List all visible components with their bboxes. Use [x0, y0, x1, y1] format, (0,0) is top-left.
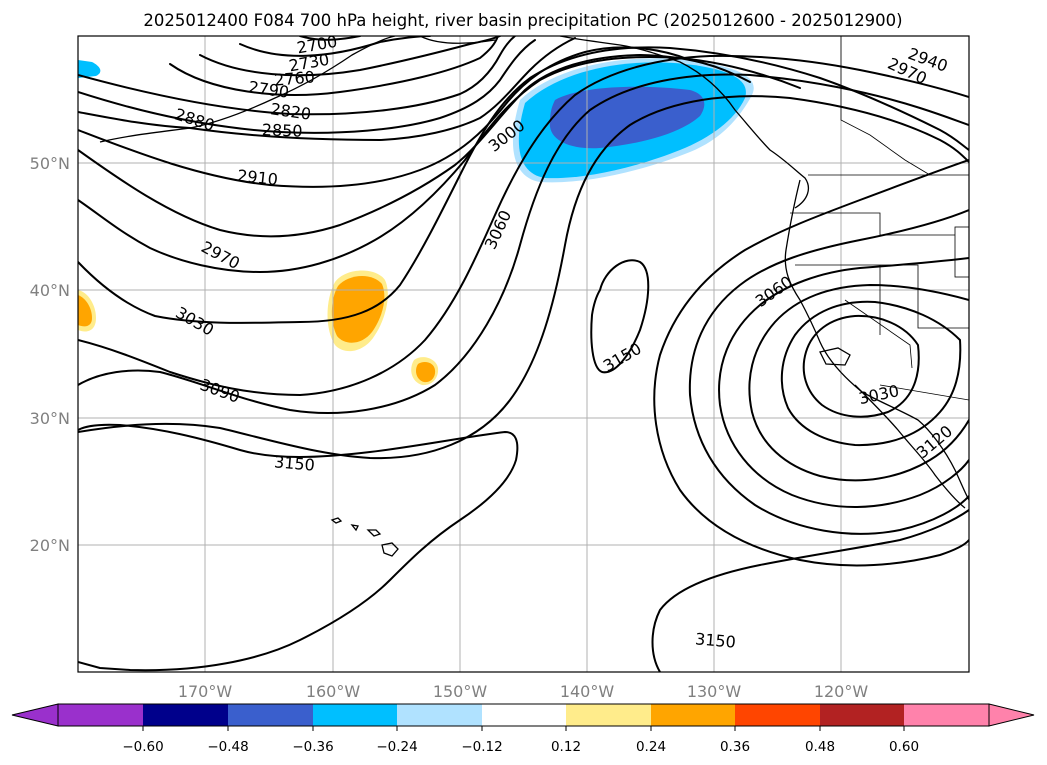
cb-label-10: 0.60 — [889, 739, 919, 755]
colorbar-extend-left — [11, 703, 59, 727]
colorbar-bin-4 — [313, 704, 397, 726]
cb-label-8: 0.36 — [720, 739, 750, 755]
shade-negative-topleft — [78, 60, 101, 78]
contour-2970 — [78, 56, 801, 273]
colorbar-frame — [57, 703, 990, 727]
figure-title: 2025012400 F084 700 hPa height, river ba… — [143, 11, 902, 30]
cb-label-3: −0.36 — [292, 739, 333, 755]
height-contours — [78, 36, 969, 672]
clabel-3150-e: 3150 — [694, 629, 736, 651]
contour-3150-closed — [590, 259, 650, 374]
colorbar-bin-3 — [228, 704, 313, 726]
colorbar-bin-8 — [651, 704, 735, 726]
contour-3150-main — [78, 423, 519, 672]
shade-negative-0.36 — [549, 86, 705, 149]
contour-2790 — [169, 36, 499, 96]
contour-high-2 — [688, 209, 969, 535]
cb-label-9: 0.48 — [805, 739, 835, 755]
cb-label-4: −0.24 — [376, 739, 417, 755]
longitude-labels: 170°W 160°W 150°W 140°W 130°W 120°W — [178, 682, 869, 701]
contour-2940 — [78, 54, 751, 238]
lat-label-30: 30°N — [30, 409, 70, 428]
latitude-labels: 50°N 40°N 30°N 20°N — [30, 154, 70, 555]
clabel-3150-s: 3150 — [273, 452, 315, 474]
lon-label-130w: 130°W — [687, 682, 742, 701]
contour-3030 — [78, 54, 969, 396]
political-borders — [790, 36, 969, 401]
baja — [854, 384, 966, 509]
contour-high-5 — [780, 300, 962, 447]
contour-high-6 — [802, 314, 920, 418]
contour-3060 — [78, 73, 969, 414]
clabel-2760: 2760 — [273, 67, 315, 89]
clabel-2850: 2850 — [262, 120, 303, 140]
lat-label-50: 50°N — [30, 154, 70, 173]
contour-2880 — [78, 37, 576, 141]
precip-shading — [78, 58, 754, 386]
map-panel: 2700 2730 2760 2790 2820 2850 2880 2910 … — [30, 32, 970, 701]
colorbar-tick-labels: −0.60 −0.48 −0.36 −0.24 −0.12 0.12 0.24 … — [122, 739, 919, 755]
shade-positive-a — [331, 275, 385, 343]
hawaii — [330, 517, 399, 557]
lon-label-150w: 150°W — [433, 682, 488, 701]
colorbar-bin-2 — [143, 704, 228, 726]
contour-2820 — [78, 36, 516, 116]
island-a — [819, 347, 851, 366]
alaska-coast — [99, 36, 809, 209]
clabel-2700: 2700 — [295, 32, 338, 58]
colorbar-bin-7 — [566, 704, 651, 726]
contour-3090 — [78, 95, 969, 460]
cb-label-6: 0.12 — [551, 739, 581, 755]
gridlines — [78, 36, 969, 672]
contour-3150-east — [651, 509, 969, 672]
cb-label-7: 0.24 — [636, 739, 666, 755]
cb-label-1: −0.60 — [122, 739, 163, 755]
colorbar-bin-6 — [482, 704, 566, 726]
colorbar-ticks — [142, 726, 905, 731]
shade-positive-b — [416, 362, 436, 383]
contour-high-3 — [718, 257, 969, 508]
westcoast — [784, 179, 969, 501]
lon-label-170w: 170°W — [178, 682, 233, 701]
contour-2760 — [199, 36, 501, 77]
colorbar-extend-right — [988, 703, 1035, 727]
colorbar: −0.60 −0.48 −0.36 −0.24 −0.12 0.12 0.24 … — [11, 703, 1035, 755]
lat-label-40: 40°N — [30, 281, 70, 300]
coastlines — [99, 36, 969, 557]
colorbar-bin-1 — [58, 704, 143, 726]
lon-label-140w: 140°W — [560, 682, 615, 701]
contour-high-4 — [748, 284, 969, 482]
contour-2700 — [299, 36, 361, 41]
lon-label-160w: 160°W — [306, 682, 361, 701]
colorbar-bin-11 — [904, 704, 989, 726]
cb-label-2: −0.48 — [207, 739, 248, 755]
shade-positive-c — [78, 295, 92, 327]
contour-2910 — [78, 46, 691, 188]
colorbar-bin-10 — [820, 704, 904, 726]
contour-2730 — [239, 36, 431, 57]
colorbar-bin-9 — [735, 704, 820, 726]
lat-label-20: 20°N — [30, 536, 70, 555]
map-frame — [77, 35, 970, 673]
clabel-2910: 2910 — [236, 166, 278, 189]
contour-2850 — [78, 39, 536, 134]
lon-label-120w: 120°W — [814, 682, 869, 701]
colorbar-bin-5 — [397, 704, 482, 726]
cb-label-5: −0.12 — [461, 739, 502, 755]
contour-high-1 — [653, 159, 969, 567]
